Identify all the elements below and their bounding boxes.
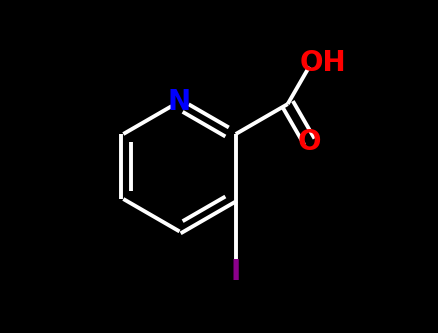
- Text: N: N: [168, 88, 191, 116]
- Text: OH: OH: [299, 49, 345, 77]
- Text: I: I: [230, 258, 240, 286]
- Text: O: O: [297, 128, 320, 156]
